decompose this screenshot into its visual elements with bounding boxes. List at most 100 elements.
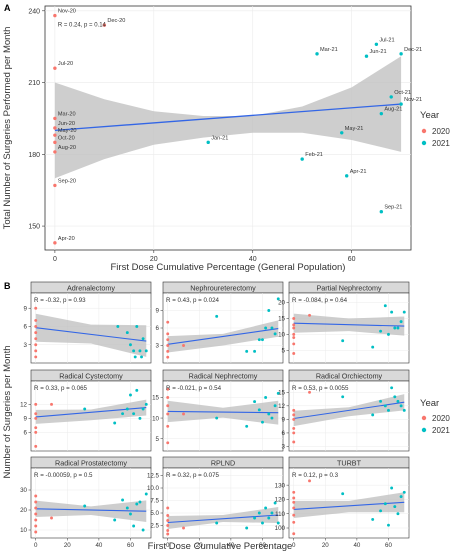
facet-point <box>215 416 219 420</box>
panel-a-point-label: Jun-20 <box>58 121 75 127</box>
panel-a-xtick-label: 0 <box>53 256 57 263</box>
facet-ytick-label: 20 <box>20 507 27 514</box>
facet-ytick-label: 10 <box>278 332 285 339</box>
facet-ytick-label: 5 <box>282 347 286 354</box>
facet-annotation: R = 0.53, p = 0.0055 <box>292 385 349 392</box>
panel-b-letter: B <box>4 281 11 291</box>
facet-xtick-label: 20 <box>196 542 203 549</box>
facet-point <box>135 502 139 506</box>
facet-point <box>34 402 38 406</box>
facet-xtick-label: 0 <box>166 542 170 549</box>
facet-point <box>270 326 274 330</box>
panel-a-point <box>53 183 57 188</box>
facet-point <box>379 509 383 513</box>
facet-ytick-label: 110 <box>275 511 285 518</box>
panel-b-xlabel: First Dose Cumulative Percentage <box>148 541 293 552</box>
facet-point <box>135 388 139 392</box>
facet-point <box>166 344 170 347</box>
facet-title: TURBT <box>337 458 362 467</box>
legend-a: Year 2020 2021 <box>420 110 450 148</box>
facet-xtick-label: 20 <box>322 542 329 549</box>
facet-point <box>292 520 296 524</box>
facet-point <box>166 396 170 399</box>
panel-a-point-label: Nov-21 <box>404 97 422 103</box>
panel-a-point-label: Aug-20 <box>58 145 76 151</box>
facet-point <box>390 386 394 390</box>
facet-point <box>34 426 38 430</box>
facet-ytick-label: 100 <box>275 525 286 532</box>
facet-point <box>371 345 375 349</box>
panel-a-point-label: Jul-21 <box>379 37 394 43</box>
legend-b-2020-label: 2020 <box>432 414 450 423</box>
facet-point <box>261 521 264 525</box>
facet-point <box>34 325 38 328</box>
facet-confidence-band <box>167 400 279 425</box>
facet-title: Radical Orchiectomy <box>316 371 383 380</box>
facet-confidence-band <box>35 313 147 357</box>
facet-point <box>132 349 136 353</box>
facet-point <box>132 412 136 416</box>
facet-point <box>379 329 383 333</box>
facet-point <box>292 500 296 504</box>
facet-point <box>245 424 249 428</box>
facet-point <box>292 417 296 421</box>
panel-a-annotation: R = 0.24, p = 0.14 <box>58 22 107 28</box>
facet-point <box>182 344 185 347</box>
panel-a-point-label: Dec-21 <box>404 47 422 53</box>
facet-point <box>182 526 185 530</box>
facet-point <box>390 486 394 490</box>
facet-point <box>113 518 117 522</box>
facet-point <box>141 407 145 411</box>
facet-point <box>379 399 383 403</box>
facet-ytick-label: 6 <box>156 325 160 332</box>
facet-ytick-label: 9 <box>24 305 28 312</box>
facet-point <box>144 402 148 406</box>
facet-ytick-label: 12 <box>278 403 285 410</box>
facet-point <box>166 338 170 342</box>
facet-point <box>125 506 129 510</box>
facet-point <box>253 516 257 520</box>
facet-point <box>276 297 280 301</box>
facet-point <box>292 323 296 327</box>
facet-annotation: R = -0.021, p = 0.54 <box>166 385 222 392</box>
panel-a-point <box>379 210 384 214</box>
facet-confidence-band <box>167 507 279 529</box>
facet-point <box>182 412 185 416</box>
facet-point <box>292 408 296 412</box>
facet-point <box>132 524 136 528</box>
facet-point <box>34 355 38 359</box>
facet-point <box>34 500 38 504</box>
facet-point <box>125 331 129 335</box>
facet-point <box>166 320 170 324</box>
panel-a-point-label: Feb-21 <box>305 152 323 158</box>
facet-point <box>402 310 406 314</box>
facet-ytick-label: 10 <box>152 415 159 422</box>
facet-point <box>396 512 400 516</box>
panel-a-point-label: May-21 <box>345 126 364 132</box>
facet-xtick-label: 60 <box>259 542 266 549</box>
facet-point <box>396 399 400 403</box>
facet-point <box>121 498 125 502</box>
facet-point <box>371 517 375 521</box>
facet-point <box>144 492 148 496</box>
facet-ytick-label: 6 <box>24 324 28 331</box>
panel-a-ytick-label: 150 <box>28 224 40 231</box>
facet-point <box>371 413 375 417</box>
panel-a-point <box>374 42 379 46</box>
facet-point <box>273 332 277 336</box>
legend-b-2021-label: 2021 <box>432 426 450 435</box>
panel-a-point-label: Apr-21 <box>350 169 367 175</box>
facet-point <box>341 492 345 496</box>
legend-b-2021-marker <box>421 427 427 433</box>
facet-point <box>166 424 170 428</box>
facet-title: Nephroureterectomy <box>190 283 256 292</box>
panel-a-point <box>399 52 403 56</box>
panel-a-ytick-label: 240 <box>28 8 40 15</box>
facet-ytick-label: 130 <box>275 482 286 489</box>
facet-point <box>292 326 296 330</box>
facet-xtick-label: 60 <box>385 542 392 549</box>
facet-annotation: R = -0.32, p = 0.93 <box>34 297 86 304</box>
panel-a-point-label: Dec-20 <box>107 18 125 24</box>
facet-point <box>308 390 311 394</box>
